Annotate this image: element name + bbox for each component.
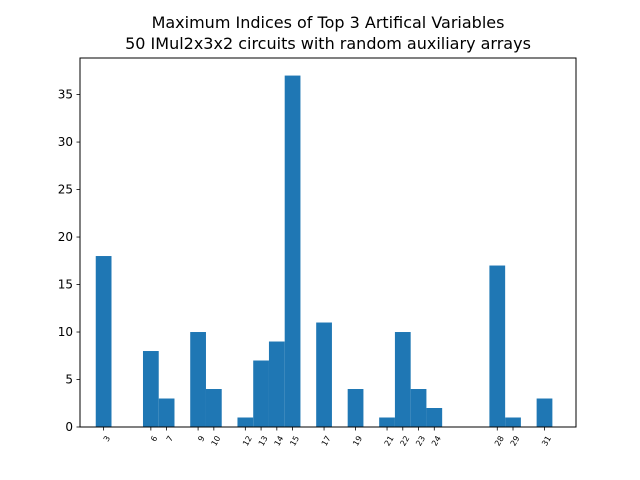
bar-29 (505, 417, 521, 427)
bar-21 (379, 417, 395, 427)
bar-17 (316, 322, 332, 427)
bar-24 (426, 408, 443, 427)
bar-14 (268, 341, 285, 427)
y-tick-label: 0 (65, 420, 73, 434)
x-tick-label: 15 (288, 434, 301, 447)
bar-12 (237, 417, 254, 427)
x-tick-label: 3 (102, 434, 112, 443)
bar-19 (347, 389, 364, 427)
bar-3 (95, 256, 112, 427)
bar-28 (489, 265, 506, 427)
x-tick-label: 10 (210, 434, 223, 447)
chart-title-line-1: Maximum Indices of Top 3 Artifical Varia… (152, 13, 505, 32)
x-tick-label: 24 (430, 434, 443, 447)
y-tick-label: 35 (58, 88, 73, 102)
bar-23 (410, 389, 427, 427)
x-tick-label: 9 (196, 434, 206, 443)
x-tick-label: 13 (257, 434, 270, 447)
bar-7 (158, 398, 175, 427)
y-axis: 0 5 10 15 20 25 30 35 (58, 88, 80, 434)
x-tick-label: 12 (241, 434, 254, 447)
x-tick-label: 7 (165, 434, 175, 443)
bar-9 (190, 332, 206, 427)
y-tick-label: 25 (58, 183, 73, 197)
x-tick-label: 31 (540, 434, 553, 447)
y-tick-label: 5 (65, 373, 73, 387)
x-tick-label: 14 (273, 434, 286, 447)
x-tick-label: 23 (414, 434, 427, 447)
bar-31 (536, 398, 553, 427)
x-tick-label: 19 (351, 434, 364, 447)
y-tick-label: 20 (58, 230, 73, 244)
bar-22 (394, 332, 411, 427)
x-tick-label: 22 (398, 434, 411, 447)
x-tick-label: 29 (509, 434, 522, 447)
x-tick-label: 21 (383, 434, 396, 447)
bar-13 (253, 360, 269, 427)
y-tick-label: 10 (58, 325, 73, 339)
chart-title-line-2: 50 IMul2x3x2 circuits with random auxili… (125, 34, 531, 53)
plot-frame (79, 57, 577, 428)
x-axis: 3 6 7 9 10 12 13 14 15 17 19 21 22 23 24 28 29 31 (102, 427, 553, 448)
bars-group (95, 75, 553, 427)
x-tick-label: 28 (493, 434, 506, 447)
y-tick-label: 15 (58, 278, 73, 292)
bar-15 (284, 75, 301, 427)
bar-10 (205, 389, 222, 427)
bar-6 (142, 351, 159, 427)
x-tick-label: 6 (149, 434, 159, 443)
x-tick-label: 17 (320, 434, 333, 447)
y-tick-label: 30 (58, 135, 73, 149)
